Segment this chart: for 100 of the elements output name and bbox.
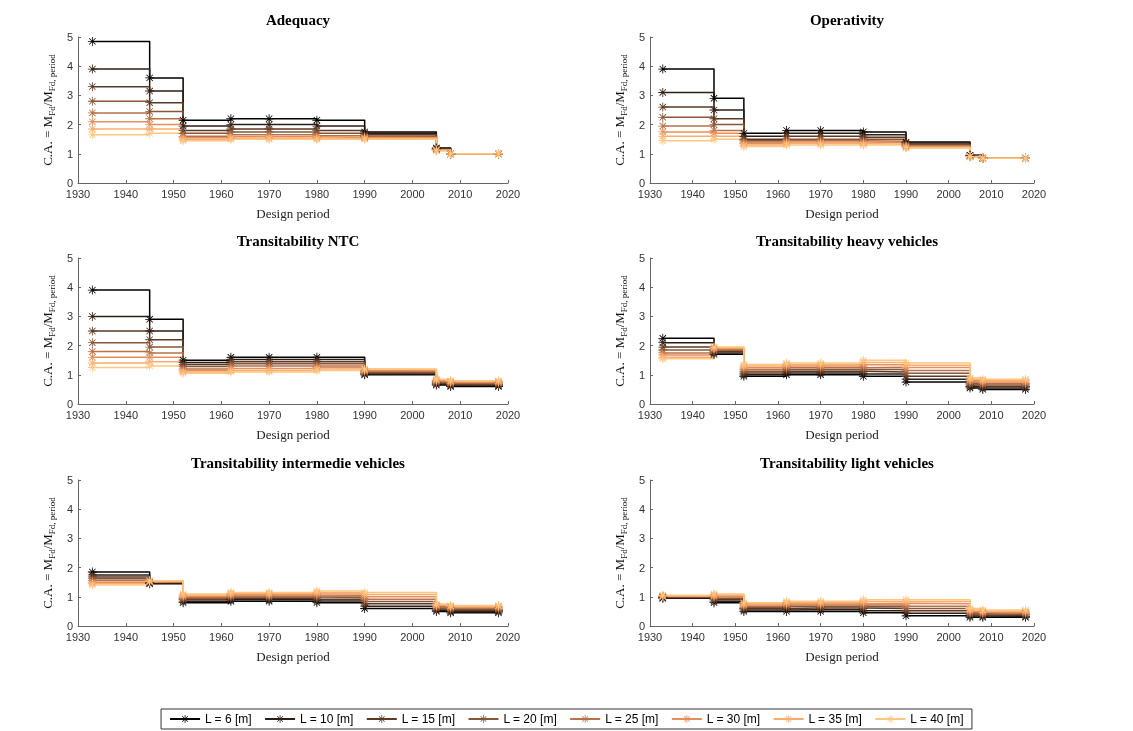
y-tick-label: 2 bbox=[638, 118, 645, 131]
x-tick-label: 2020 bbox=[495, 408, 521, 421]
y-tick-label: 1 bbox=[638, 147, 645, 160]
y-tick-label: 3 bbox=[638, 89, 645, 102]
x-tick-label: 2010 bbox=[447, 408, 473, 421]
x-tick-label: 1960 bbox=[209, 408, 234, 421]
x-axis-title: Design period bbox=[256, 427, 331, 442]
x-tick-label: 1930 bbox=[637, 408, 663, 421]
y-tick-label: 2 bbox=[66, 118, 73, 131]
y-tick-label: 4 bbox=[66, 60, 73, 73]
y-tick-label: 5 bbox=[638, 31, 645, 43]
x-tick-label: 2000 bbox=[400, 630, 425, 643]
x-tick-label: 1950 bbox=[161, 187, 186, 200]
x-tick-label: 1930 bbox=[637, 187, 663, 200]
y-tick-label: 4 bbox=[66, 281, 73, 294]
y-tick-label: 0 bbox=[66, 177, 73, 189]
y-tick-label: 5 bbox=[66, 31, 73, 43]
y-tick-label: 0 bbox=[66, 620, 73, 632]
x-tick-label: 1950 bbox=[723, 630, 748, 643]
y-tick-label: 3 bbox=[638, 310, 645, 323]
x-tick-label: 1930 bbox=[65, 187, 91, 200]
y-axis-title: C.A. = MFd/MFd, period bbox=[39, 53, 57, 166]
x-tick-label: 1940 bbox=[113, 630, 139, 643]
x-tick-label: 2020 bbox=[1021, 187, 1047, 200]
x-tick-label: 1950 bbox=[161, 408, 186, 421]
x-tick-label: 1970 bbox=[256, 630, 282, 643]
y-tick-label: 2 bbox=[66, 561, 73, 574]
legend-label: L = 6 [m] bbox=[205, 712, 252, 726]
x-tick-label: 1990 bbox=[893, 630, 919, 643]
y-tick-label: 0 bbox=[638, 398, 645, 410]
x-axis-title: Design period bbox=[805, 427, 880, 442]
x-axis-title: Design period bbox=[805, 649, 880, 664]
x-tick-label: 1960 bbox=[765, 408, 791, 421]
y-tick-label: 4 bbox=[638, 503, 645, 516]
x-tick-label: 1980 bbox=[304, 408, 330, 421]
legend-label: L = 40 [m] bbox=[910, 712, 964, 726]
x-tick-label: 1970 bbox=[808, 187, 833, 200]
x-tick-label: 1960 bbox=[209, 187, 234, 200]
x-tick-label: 1940 bbox=[680, 408, 705, 421]
x-tick-label: 2010 bbox=[979, 408, 1004, 421]
y-tick-label: 1 bbox=[66, 590, 73, 603]
x-axis-title: Design period bbox=[805, 206, 880, 221]
legend-label: L = 10 [m] bbox=[300, 712, 354, 726]
y-tick-label: 2 bbox=[638, 561, 645, 574]
x-tick-label: 2010 bbox=[979, 630, 1004, 643]
x-tick-label: 1990 bbox=[893, 408, 919, 421]
x-tick-label: 1940 bbox=[680, 630, 705, 643]
x-tick-label: 1970 bbox=[256, 187, 282, 200]
x-tick-label: 2000 bbox=[400, 408, 425, 421]
y-tick-label: 3 bbox=[66, 89, 73, 102]
chart-title: Transitability heavy vehicles bbox=[755, 232, 939, 249]
x-tick-label: 1980 bbox=[851, 187, 876, 200]
y-tick-label: 0 bbox=[638, 620, 645, 632]
legend-label: L = 35 [m] bbox=[808, 712, 862, 726]
legend-label: L = 20 [m] bbox=[503, 712, 557, 726]
y-tick-label: 4 bbox=[638, 281, 645, 294]
x-tick-label: 1940 bbox=[113, 408, 139, 421]
y-axis-title: C.A. = MFd/MFd, period bbox=[611, 53, 629, 166]
y-tick-label: 1 bbox=[638, 368, 645, 381]
legend-label: L = 15 [m] bbox=[401, 712, 456, 726]
x-tick-label: 2020 bbox=[495, 187, 521, 200]
x-tick-label: 1930 bbox=[65, 630, 91, 643]
y-tick-label: 0 bbox=[638, 177, 645, 189]
x-tick-label: 1940 bbox=[113, 187, 139, 200]
x-tick-label: 1990 bbox=[893, 187, 919, 200]
x-tick-label: 1970 bbox=[808, 408, 833, 421]
x-axis-title: Design period bbox=[256, 649, 331, 664]
x-tick-label: 1990 bbox=[352, 408, 377, 421]
y-axis-title: C.A. = MFd/MFd, period bbox=[611, 496, 629, 609]
y-tick-label: 4 bbox=[638, 60, 645, 73]
y-axis-title: C.A. = MFd/MFd, period bbox=[611, 274, 629, 387]
x-tick-label: 2000 bbox=[936, 187, 961, 200]
chart-title: Operativity bbox=[809, 11, 885, 28]
y-tick-label: 2 bbox=[66, 339, 73, 352]
legend-label: L = 25 [m] bbox=[605, 712, 659, 726]
x-tick-label: 1970 bbox=[256, 408, 282, 421]
y-tick-label: 4 bbox=[66, 503, 73, 516]
y-tick-label: 5 bbox=[638, 252, 645, 264]
y-tick-label: 3 bbox=[638, 532, 645, 545]
x-tick-label: 1930 bbox=[637, 630, 663, 643]
x-axis-title: Design period bbox=[256, 206, 331, 221]
x-tick-label: 1980 bbox=[851, 408, 876, 421]
x-tick-label: 1960 bbox=[765, 187, 791, 200]
y-tick-label: 1 bbox=[66, 147, 73, 160]
x-tick-label: 1960 bbox=[765, 630, 791, 643]
y-tick-label: 5 bbox=[66, 474, 73, 486]
x-tick-label: 1950 bbox=[723, 408, 748, 421]
x-tick-label: 1970 bbox=[808, 630, 833, 643]
y-tick-label: 0 bbox=[66, 398, 73, 410]
x-tick-label: 2020 bbox=[495, 630, 521, 643]
x-tick-label: 1980 bbox=[851, 630, 876, 643]
x-tick-label: 1960 bbox=[209, 630, 234, 643]
x-tick-label: 1980 bbox=[304, 187, 330, 200]
y-tick-label: 1 bbox=[66, 368, 73, 381]
chart-title: Transitability light vehicles bbox=[760, 454, 935, 471]
x-tick-label: 1990 bbox=[352, 630, 377, 643]
x-tick-label: 2020 bbox=[1021, 408, 1047, 421]
chart-title: Transitability intermedie vehicles bbox=[191, 454, 406, 471]
y-axis-title: C.A. = MFd/MFd, period bbox=[39, 496, 57, 609]
y-tick-label: 5 bbox=[638, 474, 645, 486]
